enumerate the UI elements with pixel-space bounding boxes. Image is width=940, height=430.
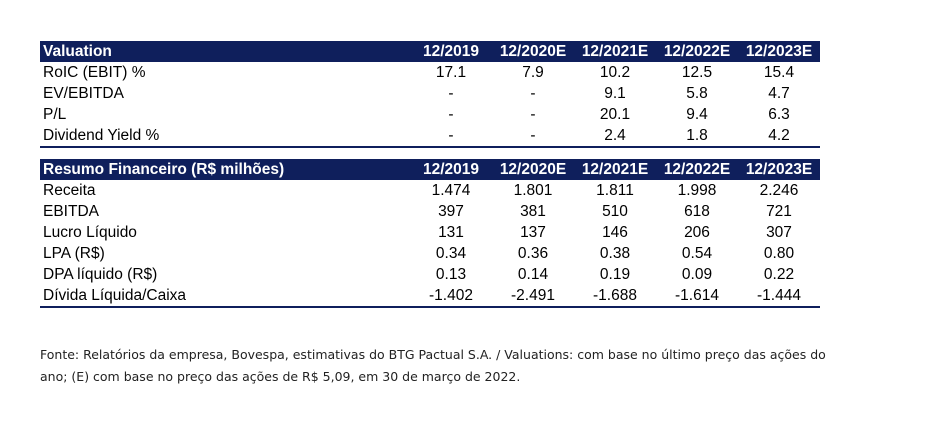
cell-value: 1.8 xyxy=(656,125,738,148)
cell-value: 0.22 xyxy=(763,266,795,283)
source-note-line: ano; (E) com base no preço das ações de … xyxy=(40,369,521,384)
table-row: RoIC (EBIT) % 17.1 7.9 10.2 12.5 15.4 xyxy=(40,62,820,83)
cell-value: -1.688 xyxy=(574,285,656,308)
cell-value: 721 xyxy=(766,203,792,220)
row-label: P/L xyxy=(43,106,67,123)
cell-value: 2.246 xyxy=(759,182,799,199)
cell-value: 307 xyxy=(766,224,792,241)
cell-value: 0.14 xyxy=(517,266,549,283)
table-row: Dividend Yield % - - 2.4 1.8 4.2 xyxy=(40,125,820,148)
cell-value: 0.13 xyxy=(435,266,467,283)
cell-value: -1.614 xyxy=(656,285,738,308)
source-note-line: Fonte: Relatórios da empresa, Bovespa, e… xyxy=(40,347,826,362)
cell-value: 4.7 xyxy=(768,85,790,102)
cell-value: 0.80 xyxy=(763,245,795,262)
column-header: 12/2023E xyxy=(745,43,813,60)
cell-value: 2.4 xyxy=(574,125,656,148)
cell-value: 381 xyxy=(520,203,546,220)
cell-value: 1.811 xyxy=(596,182,634,199)
cell-value: 1.801 xyxy=(513,182,553,199)
cell-value: 7.9 xyxy=(522,64,544,81)
table-row: Lucro Líquido 131 137 146 206 307 xyxy=(40,222,820,243)
cell-value: 0.36 xyxy=(517,245,549,262)
source-note: Fonte: Relatórios da empresa, Bovespa, e… xyxy=(40,344,840,388)
valuation-header-row: Valuation 12/2019 12/2020E 12/2021E 12/2… xyxy=(40,41,820,62)
cell-value: 1.998 xyxy=(677,182,717,199)
valuation-title: Valuation xyxy=(43,43,112,60)
row-label: EBITDA xyxy=(43,203,99,220)
row-label: RoIC (EBIT) % xyxy=(43,64,146,81)
cell-value: 4.2 xyxy=(738,125,820,148)
cell-value: 15.4 xyxy=(763,64,795,81)
cell-value: 10.2 xyxy=(599,64,631,81)
column-header: 12/2021E xyxy=(581,161,649,178)
table-row: LPA (R$) 0.34 0.36 0.38 0.54 0.80 xyxy=(40,243,820,264)
cell-value: 0.38 xyxy=(599,245,631,262)
column-header: 12/2020E xyxy=(499,43,567,60)
cell-value: 20.1 xyxy=(599,106,631,123)
cell-value: 6.3 xyxy=(768,106,790,123)
table-row: Dívida Líquida/Caixa -1.402 -2.491 -1.68… xyxy=(40,285,820,308)
cell-value: - xyxy=(410,125,492,148)
cell-value: - xyxy=(530,85,536,102)
column-header: 12/2019 xyxy=(422,161,480,178)
resumo-financeiro-table: Resumo Financeiro (R$ milhões) 12/2019 1… xyxy=(40,159,820,308)
cell-value: -1.444 xyxy=(738,285,820,308)
cell-value: - xyxy=(492,125,574,148)
table-row: P/L - - 20.1 9.4 6.3 xyxy=(40,104,820,125)
row-label: EV/EBITDA xyxy=(43,85,124,102)
cell-value: 17.1 xyxy=(435,64,467,81)
row-label: LPA (R$) xyxy=(43,245,105,262)
table-row: EV/EBITDA - - 9.1 5.8 4.7 xyxy=(40,83,820,104)
table-row: EBITDA 397 381 510 618 721 xyxy=(40,201,820,222)
cell-value: - xyxy=(448,106,454,123)
row-label: Dividend Yield % xyxy=(40,125,410,148)
cell-value: 137 xyxy=(520,224,546,241)
cell-value: 0.09 xyxy=(681,266,713,283)
cell-value: 0.19 xyxy=(599,266,631,283)
cell-value: 9.4 xyxy=(686,106,708,123)
cell-value: 510 xyxy=(602,203,628,220)
column-header: 12/2019 xyxy=(422,43,480,60)
valuation-table: Valuation 12/2019 12/2020E 12/2021E 12/2… xyxy=(40,41,820,148)
cell-value: 206 xyxy=(684,224,710,241)
row-label: Lucro Líquido xyxy=(43,224,137,241)
cell-value: 12.5 xyxy=(681,64,713,81)
column-header: 12/2020E xyxy=(499,161,567,178)
column-header: 12/2021E xyxy=(581,43,649,60)
row-label: DPA líquido (R$) xyxy=(43,266,158,283)
resumo-header-row: Resumo Financeiro (R$ milhões) 12/2019 1… xyxy=(40,159,820,180)
table-row: Receita 1.474 1.801 1.811 1.998 2.246 xyxy=(40,180,820,201)
column-header: 12/2023E xyxy=(745,161,813,178)
cell-value: 397 xyxy=(438,203,464,220)
column-header: 12/2022E xyxy=(663,161,731,178)
cell-value: 9.1 xyxy=(604,85,626,102)
cell-value: - xyxy=(530,106,536,123)
cell-value: - xyxy=(448,85,454,102)
column-header: 12/2022E xyxy=(663,43,731,60)
cell-value: 0.34 xyxy=(435,245,467,262)
table-row: DPA líquido (R$) 0.13 0.14 0.19 0.09 0.2… xyxy=(40,264,820,285)
row-label: Dívida Líquida/Caixa xyxy=(40,285,410,308)
cell-value: 5.8 xyxy=(686,85,708,102)
cell-value: -2.491 xyxy=(492,285,574,308)
cell-value: 1.474 xyxy=(431,182,471,199)
resumo-title: Resumo Financeiro (R$ milhões) xyxy=(43,161,285,178)
row-label: Receita xyxy=(43,182,96,199)
cell-value: 618 xyxy=(684,203,710,220)
cell-value: 0.54 xyxy=(681,245,713,262)
cell-value: 146 xyxy=(602,224,628,241)
cell-value: 131 xyxy=(438,224,464,241)
cell-value: -1.402 xyxy=(410,285,492,308)
